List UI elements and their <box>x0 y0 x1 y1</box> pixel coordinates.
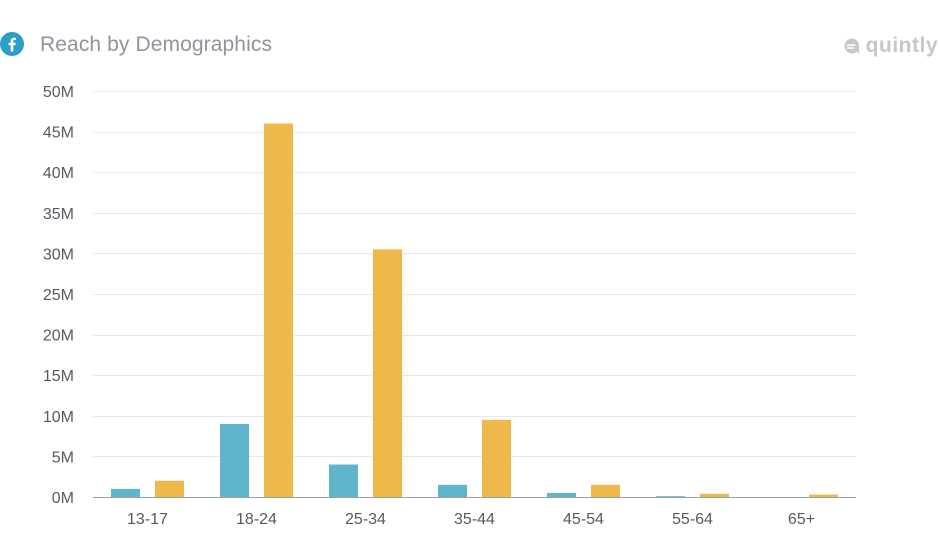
y-tick-label: 10M <box>43 409 74 426</box>
x-tick-label: 45-54 <box>563 511 604 528</box>
y-tick-label: 5M <box>52 449 74 466</box>
y-tick-label: 30M <box>43 246 74 263</box>
bar-series-2-35-44[interactable] <box>482 419 511 497</box>
brand-name: quintly <box>865 34 938 57</box>
bar-series-1-18-24[interactable] <box>220 423 249 497</box>
y-tick-label: 15M <box>43 368 74 385</box>
bar-series-1-13-17[interactable] <box>111 488 140 497</box>
x-tick-label: 18-24 <box>236 511 277 528</box>
bar-series-2-45-54[interactable] <box>591 484 620 497</box>
quintly-logo-icon <box>844 38 859 54</box>
x-tick-label: 35-44 <box>454 511 495 528</box>
y-tick-label: 20M <box>43 328 74 345</box>
y-tick-label: 25M <box>43 287 74 304</box>
bar-series-1-45-54[interactable] <box>547 492 576 497</box>
bar-series-2-18-24[interactable] <box>264 123 293 497</box>
chart-header: Reach by Demographics quintly <box>0 30 940 62</box>
chart-title: Reach by Demographics <box>40 33 273 56</box>
x-axis-tick-labels: 13-17 18-24 25-34 35-44 45-54 55-64 65+ <box>127 511 815 528</box>
gridlines <box>93 91 856 457</box>
bar-series-2-25-34[interactable] <box>373 249 402 497</box>
y-tick-label: 45M <box>43 125 74 142</box>
y-tick-label: 0M <box>52 490 74 507</box>
x-tick-label: 25-34 <box>345 511 386 528</box>
bar-series-2-55-64[interactable] <box>700 493 729 497</box>
brand: quintly <box>843 34 938 58</box>
x-tick-label: 55-64 <box>672 511 713 528</box>
y-tick-label: 35M <box>43 206 74 223</box>
y-tick-label: 40M <box>43 165 74 182</box>
y-tick-label: 50M <box>43 84 74 101</box>
facebook-icon <box>0 32 24 56</box>
bars <box>111 123 838 497</box>
bar-series-1-35-44[interactable] <box>438 484 467 497</box>
bar-series-2-13-17[interactable] <box>155 480 184 497</box>
x-tick-label: 13-17 <box>127 511 168 528</box>
bar-series-1-25-34[interactable] <box>329 464 358 497</box>
bar-series-1-55-64[interactable] <box>656 496 685 497</box>
y-axis-tick-labels: 0M 5M 10M 15M 20M 25M 30M 35M 40M 45M 50M <box>43 84 74 507</box>
bar-series-2-65+[interactable] <box>809 494 838 497</box>
x-tick-label: 65+ <box>788 511 815 528</box>
